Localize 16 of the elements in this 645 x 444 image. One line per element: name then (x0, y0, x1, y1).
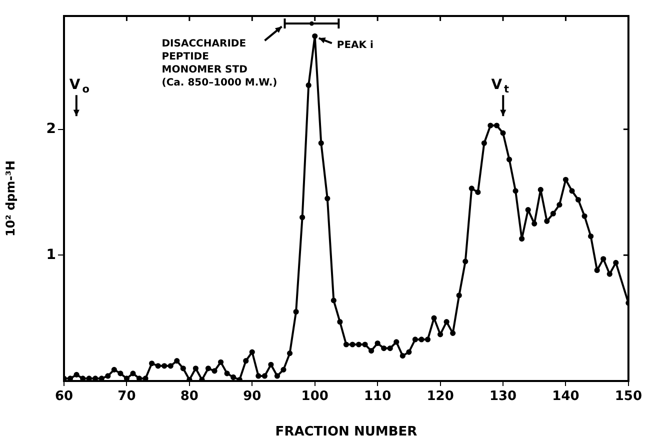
x-tick-label: 130 (489, 389, 517, 404)
annotation: PEAK i (336, 40, 374, 52)
x-tick-label: 60 (54, 389, 74, 404)
x-tick-label: 110 (364, 389, 392, 404)
x-tick-label: 100 (301, 389, 328, 404)
annotation: DISACCHARIDE PEPTIDE MONOMER STD (Ca. 850–1000 M.W.) (162, 38, 278, 89)
x-tick-label: 150 (614, 389, 642, 404)
x-tick-label: 80 (180, 389, 198, 404)
x-tick-label: 90 (243, 389, 262, 404)
x-tick-label: 70 (118, 389, 136, 404)
y-tick-label: 2 (46, 120, 56, 137)
x-axis-title: FRACTION NUMBER (275, 424, 418, 440)
x-tick-label: 140 (552, 389, 580, 404)
y-tick-label: 1 (46, 246, 56, 263)
x-tick-label: 120 (426, 389, 454, 404)
y-axis-title: 10² dpm-³H (3, 160, 18, 237)
